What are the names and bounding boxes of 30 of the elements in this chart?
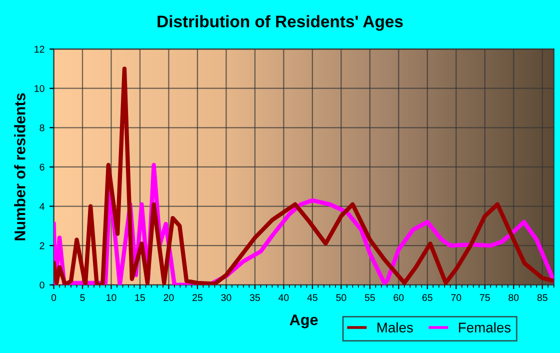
x-tick-label: 45 [307, 294, 318, 302]
y-tick-label: 0 [40, 282, 44, 288]
x-tick-label: 25 [192, 294, 202, 302]
y-tick-label: 8 [40, 124, 44, 132]
x-tick-label: 35 [250, 294, 260, 302]
x-tick-label: 0 [51, 294, 56, 302]
x-tick-label: 55 [364, 294, 375, 302]
x-tick-label: 85 [537, 294, 548, 302]
x-tick-label: 5 [80, 294, 85, 302]
legend-label: Males [377, 322, 413, 332]
x-tick-label: 15 [135, 294, 145, 302]
x-tick-label: 30 [221, 294, 232, 302]
y-tick-label: 12 [34, 46, 44, 53]
x-tick-label: 80 [508, 294, 519, 302]
x-tick-label: 60 [394, 294, 404, 302]
x-tick-label: 10 [106, 294, 116, 302]
legend-label: Females [458, 322, 511, 332]
x-tick-label: 70 [451, 294, 462, 302]
x-tick-label: 40 [278, 294, 289, 302]
x-tick-label: 50 [336, 294, 346, 302]
x-tick-label: 75 [480, 294, 490, 302]
y-tick-label: 6 [40, 164, 44, 171]
x-tick-label: 65 [422, 294, 432, 302]
x-axis-title: Age [290, 314, 318, 328]
x-tick-label: 20 [164, 294, 174, 302]
chart-title: Distribution of Residents' Ages [158, 15, 403, 31]
y-tick-label: 2 [40, 242, 44, 250]
y-tick-label: 4 [40, 203, 44, 210]
y-tick-label: 10 [34, 85, 44, 92]
y-axis-title: Number of residents [14, 93, 26, 240]
